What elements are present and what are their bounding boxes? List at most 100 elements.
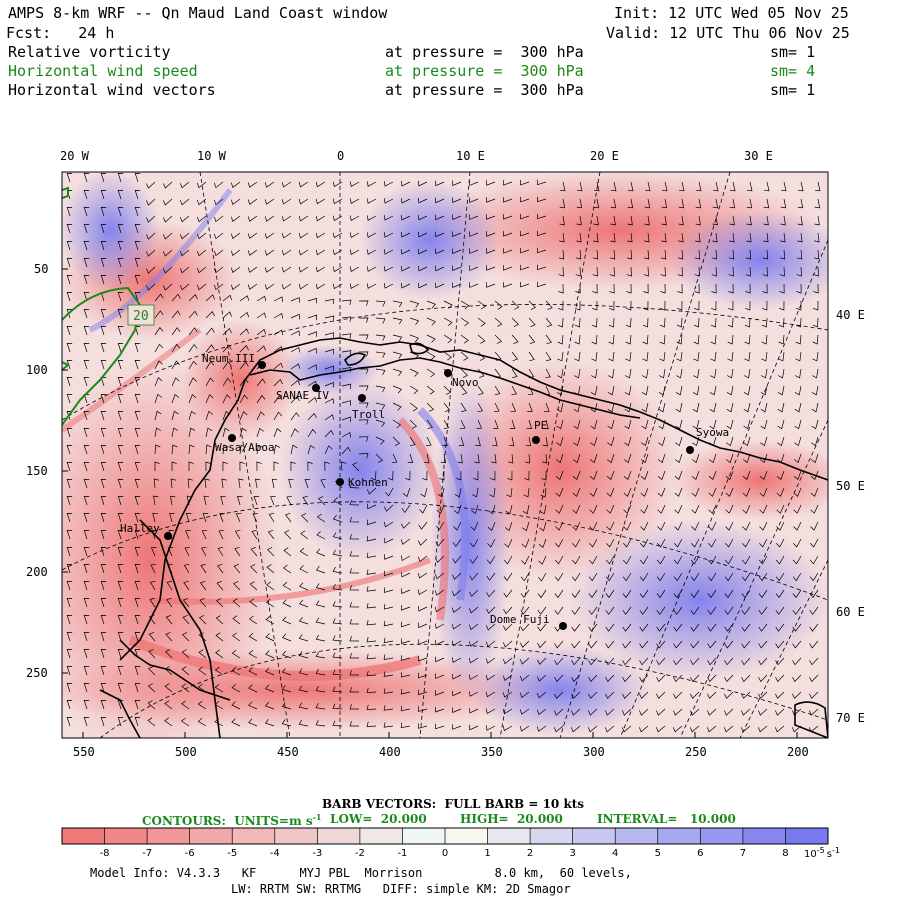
wind-speed-contour xyxy=(62,186,142,426)
colorbar-tick-label: 0 xyxy=(442,848,448,859)
colorbar-tick-label: -4 xyxy=(270,848,280,859)
station-markers xyxy=(164,361,694,630)
colorbar-swatch xyxy=(402,828,446,844)
field-3-pressure: at pressure = 300 hPa xyxy=(385,81,584,99)
x-tick-200: 200 xyxy=(787,745,809,759)
contours-low: LOW= 20.000 xyxy=(330,812,427,826)
y-tick-250: 250 xyxy=(26,666,48,680)
station-neumayer: Neum.III xyxy=(202,352,255,365)
lon-label-70e: 70 E xyxy=(836,711,865,725)
contours-high: HIGH= 20.000 xyxy=(460,812,563,826)
colorbar-tick-label: -3 xyxy=(312,848,322,859)
x-tick-250: 250 xyxy=(685,745,707,759)
x-tick-500: 500 xyxy=(175,745,197,759)
barb-legend: BARB VECTORS: FULL BARB = 10 kts xyxy=(322,797,585,811)
wind-barb-path xyxy=(66,173,821,733)
colorbar xyxy=(61,827,829,845)
x-tick-300: 300 xyxy=(583,745,605,759)
colorbar-tick-label: 7 xyxy=(740,848,746,859)
x-tick-550: 550 xyxy=(73,745,95,759)
page-title: AMPS 8-km WRF -- Qn Maud Land Coast wind… xyxy=(8,4,388,22)
init-time: Init: 12 UTC Wed 05 Nov 25 xyxy=(614,4,849,22)
colorbar-unit: 10-5 s-1 xyxy=(804,846,840,860)
colorbar-swatch xyxy=(445,828,489,844)
wind-barbs xyxy=(66,173,821,733)
colorbar-swatch xyxy=(317,828,361,844)
station-wasa-aboa: Wasa/Aboa xyxy=(215,441,275,454)
contour-label-box xyxy=(127,304,155,326)
station-pe: PE xyxy=(534,419,547,432)
field-2-sm: sm= 4 xyxy=(770,62,816,80)
colorbar-ticks: -8 -7 -6 -5 -4 -3 -2 -1 0 1 2 3 4 5 6 7 8 xyxy=(100,828,789,859)
field-2-name: Horizontal wind speed xyxy=(8,62,198,80)
colorbar-tick-label: -2 xyxy=(355,848,365,859)
lon-label-30e: 30 E xyxy=(744,149,773,163)
field-1-name: Relative vorticity xyxy=(8,43,171,61)
coastline xyxy=(99,337,828,738)
colorbar-tick-label: -7 xyxy=(142,848,152,859)
colorbar-swatch xyxy=(189,828,233,844)
colorbar-tick-label: -1 xyxy=(397,848,407,859)
colorbar-swatch xyxy=(615,828,659,844)
colorbar-tick-label: 6 xyxy=(697,848,703,859)
colorbar-swatch xyxy=(700,828,744,844)
y-tick-200: 200 xyxy=(26,565,48,579)
y-tick-100: 100 xyxy=(26,363,48,377)
colorbar-swatch xyxy=(104,828,148,844)
station-sanae: SANAE IV xyxy=(276,389,329,402)
lon-label-60e: 60 E xyxy=(836,605,865,619)
colorbar-tick-label: 5 xyxy=(655,848,661,859)
lon-label-20e: 20 E xyxy=(590,149,619,163)
colorbar-swatch xyxy=(572,828,616,844)
colorbar-swatch xyxy=(785,828,829,844)
model-info: Model Info: V4.3.3 KF MYJ PBL Morrison 8… xyxy=(90,866,632,880)
field-3-sm: sm= 1 xyxy=(770,81,816,99)
forecast-hour: Fcst: 24 h xyxy=(6,24,115,42)
field-1-sm: sm= 1 xyxy=(770,43,816,61)
colorbar-tick-label: -5 xyxy=(227,848,237,859)
station-dome-fuji: Dome Fuji xyxy=(490,613,550,626)
station-syowa: Syowa xyxy=(696,426,729,439)
y-tick-150: 150 xyxy=(26,464,48,478)
station-novo: Novo xyxy=(452,376,479,389)
lon-label-40e: 40 E xyxy=(836,308,865,322)
contour-label: 20 xyxy=(133,309,149,324)
y-tick-50: 50 xyxy=(34,262,48,276)
x-tick-450: 450 xyxy=(277,745,299,759)
contours-units: CONTOURS: UNITS=m s-1 xyxy=(142,812,322,828)
lon-label-0: 0 xyxy=(337,149,344,163)
colorbar-tick-label: 8 xyxy=(782,848,788,859)
x-tick-350: 350 xyxy=(481,745,503,759)
colorbar-swatch xyxy=(62,828,106,844)
lon-label-10w: 10 W xyxy=(197,149,227,163)
colorbar-swatch xyxy=(657,828,701,844)
colorbar-swatch xyxy=(530,828,574,844)
valid-time: Valid: 12 UTC Thu 06 Nov 25 xyxy=(606,24,850,42)
colorbar-swatch xyxy=(232,828,276,844)
lon-label-50e: 50 E xyxy=(836,479,865,493)
station-kohnen: Kohnen xyxy=(348,476,388,489)
field-2-pressure: at pressure = 300 hPa xyxy=(385,62,584,80)
map-frame xyxy=(61,171,829,739)
colorbar-tick-label: 2 xyxy=(527,848,533,859)
lon-label-20w: 20 W xyxy=(60,149,90,163)
x-tick-400: 400 xyxy=(379,745,401,759)
colorbar-tick-label: 3 xyxy=(569,848,575,859)
colorbar-swatch xyxy=(742,828,786,844)
contours-interval: INTERVAL= 10.000 xyxy=(597,812,736,826)
field-3-name: Horizontal wind vectors xyxy=(8,81,216,99)
vorticity-field: 20 Neum.III SANAE IV Troll Novo PE Syowa… xyxy=(62,172,828,738)
physics-info: LW: RRTM SW: RRTMG DIFF: simple KM: 2D S… xyxy=(231,882,571,896)
colorbar-tick-label: 1 xyxy=(484,848,490,859)
colorbar-swatch xyxy=(274,828,318,844)
colorbar-swatch xyxy=(147,828,191,844)
colorbar-tick-label: -8 xyxy=(100,848,110,859)
colorbar-tick-label: 4 xyxy=(612,848,618,859)
colorbar-swatch xyxy=(487,828,531,844)
colorbar-tick-label: -6 xyxy=(185,848,195,859)
colorbar-swatch xyxy=(359,828,403,844)
field-1-pressure: at pressure = 300 hPa xyxy=(385,43,584,61)
station-halley: Halley xyxy=(120,522,160,535)
station-troll: Troll xyxy=(352,408,385,421)
